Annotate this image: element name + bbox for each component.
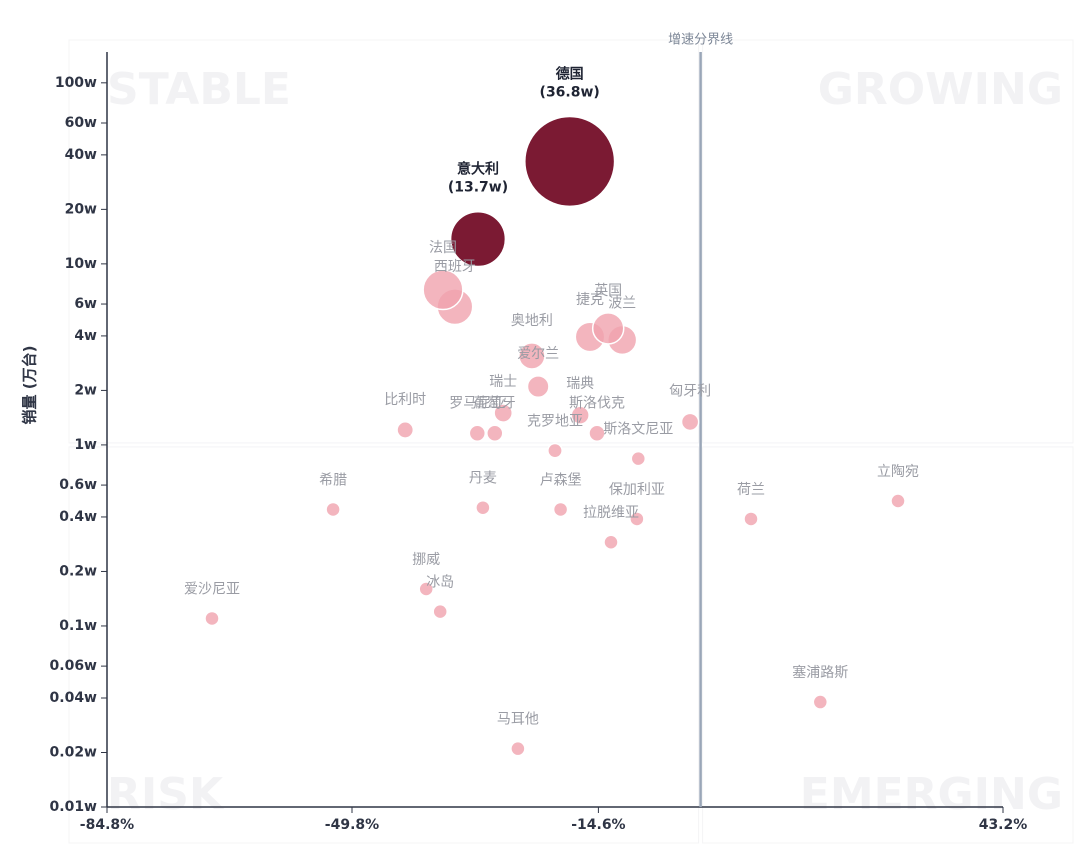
bubble [486,424,504,442]
bubble [547,442,563,459]
bubble [468,424,487,442]
bubble-label: 瑞典 [566,376,594,392]
bubble [325,501,341,518]
x-tick-label: -84.8% [80,817,134,833]
x-tick-label: -49.8% [325,817,379,833]
quadrant-bg [702,446,1074,844]
y-tick-label: 1w [74,437,97,453]
bubble [449,210,507,268]
y-tick-label: 0.2w [59,563,97,579]
bubble-label: 奥地利 [511,312,553,329]
bubble [629,511,645,527]
bubble-label: 保加利亚 [609,482,665,498]
y-axis-title: 销量 (万台) [21,346,39,425]
y-tick-label: 10w [65,256,97,272]
bubble-label: 德国 [556,66,584,83]
bubble [396,421,415,439]
bubble-label: 英国 [594,282,622,299]
bubble-label: 挪威 [412,552,440,568]
bubble-label: 斯洛伐克 [569,395,625,411]
bubble-label: 卢森堡 [540,472,582,488]
bubble-label: 罗马尼亚 [449,395,505,411]
bubble-label: 立陶宛 [877,464,919,480]
bubble [526,375,550,399]
bubble [204,610,220,627]
bubble-label: 匈牙利 [669,383,711,399]
y-tick-label: 0.01w [50,799,98,815]
y-tick-label: 0.06w [50,658,98,674]
bubble [524,115,616,208]
bubble [418,581,434,597]
quadrant-bg [68,446,700,844]
bubble-label: 克罗地亚 [527,413,583,429]
bubble-label: 塞浦路斯 [792,664,848,681]
bubble [493,403,514,423]
quadrant-label: STABLE [107,64,291,115]
y-tick-label: 2w [74,382,97,398]
value-label: (36.8w) [540,85,600,101]
bubble [510,740,526,757]
bubble-label: 丹麦 [469,471,497,487]
bubble-label: 比利时 [384,392,426,408]
bubble-label: 瑞士 [489,374,517,390]
bubble-label: 意大利 [457,161,499,178]
bubble-label: 法国 [429,240,457,256]
y-tick-label: 0.6w [59,477,97,493]
bubble [475,499,491,516]
bubble [422,269,464,311]
bubble-label: 拉脱维亚 [583,505,639,521]
y-tick-label: 60w [65,115,97,131]
bubble [630,450,647,467]
bubble-label: 爱尔兰 [517,346,559,362]
bubble-label: 荷兰 [737,482,765,498]
y-tick-label: 20w [65,201,97,217]
bubble [680,412,700,432]
y-tick-label: 0.1w [59,618,97,634]
y-tick-label: 100w [55,75,97,91]
bubble [812,694,829,710]
divider-label: 增速分界线 [668,33,733,48]
bubble-label: 爱沙尼亚 [184,581,240,597]
y-tick-label: 0.04w [50,690,98,706]
bubble [432,603,448,620]
y-tick-label: 4w [74,328,97,344]
y-tick-label: 6w [74,296,97,312]
bubble [552,501,569,518]
y-tick-label: 0.02w [50,745,98,761]
y-tick-label: 40w [65,147,97,163]
value-label: (13.7w) [448,180,508,196]
bubble [890,493,906,509]
bubble [570,405,590,425]
bubble-label: 马耳他 [497,712,539,728]
bubble-label: 葡萄牙 [474,395,516,411]
bubble-label: 希腊 [319,472,347,488]
bubble [518,342,546,370]
quadrant-label: EMERGING [800,769,1063,820]
quadrant-bg [702,39,1074,444]
bubble-label: 斯洛文尼亚 [603,422,673,438]
x-tick-label: -14.6% [571,817,625,833]
bubble-label: 捷克 [576,292,604,308]
bubble [603,534,619,550]
quadrant-label: RISK [107,769,225,820]
bubble-label: 波兰 [608,296,636,312]
quadrant-bg [68,39,700,444]
bubble-label: 冰岛 [426,575,454,591]
bubble [588,424,606,442]
quadrant-label: GROWING [818,64,1063,115]
y-tick-label: 0.4w [59,509,97,525]
bubble-label: 西班牙 [434,259,476,275]
x-tick-label: 43.2% [979,817,1028,833]
bubble [743,511,759,527]
bubble [591,312,625,345]
